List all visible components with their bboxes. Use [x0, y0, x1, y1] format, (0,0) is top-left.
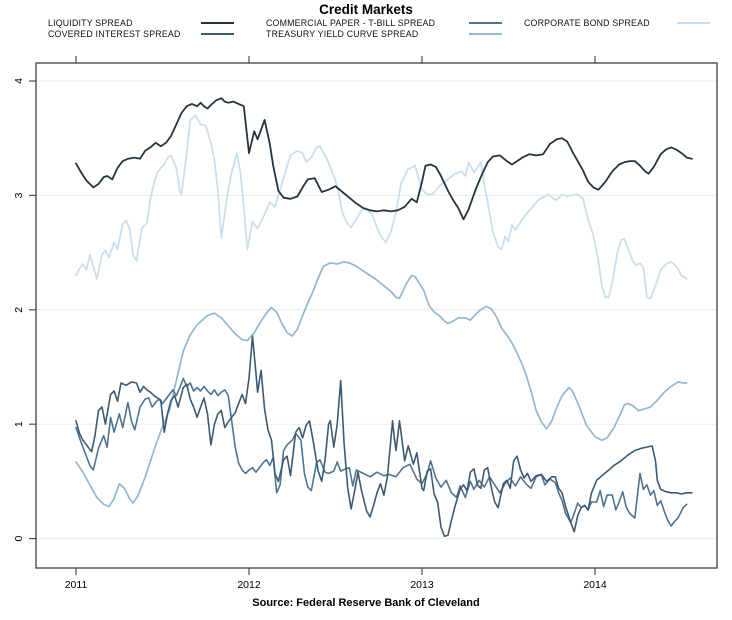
x-tick-label-2013: 2013	[410, 579, 434, 591]
chart-title: Credit Markets	[319, 2, 413, 17]
legend-swatch-corporate	[677, 22, 710, 24]
x-tick-label-2014: 2014	[583, 579, 607, 591]
y-tick-label-0: 0	[13, 536, 25, 542]
legend-swatch-commercial	[469, 22, 502, 24]
x-tick-label-2012: 2012	[237, 579, 261, 591]
series-line-commercial-paper-t-bill-spread	[75, 377, 688, 527]
y-tick-label-4: 4	[13, 78, 25, 84]
plot-border	[35, 62, 718, 569]
series-line-covered-interest-spread	[75, 335, 693, 538]
legend-label-treasury: TREASURY YIELD CURVE SPREAD	[266, 29, 419, 39]
series-line-liquidity-spread	[75, 97, 693, 221]
series-line-corporate-bond-spread	[75, 114, 688, 300]
x-tick-label-2011: 2011	[65, 579, 88, 591]
source-caption: Source: Federal Reserve Bank of Clevelan…	[252, 597, 480, 609]
y-tick-label-2: 2	[13, 307, 25, 313]
series-line-treasury-yield-curve-spread	[75, 260, 688, 508]
legend-label-corporate: CORPORATE BOND SPREAD	[524, 18, 650, 28]
legend-swatch-covered	[201, 33, 234, 35]
legend-label-covered: COVERED INTEREST SPREAD	[48, 29, 181, 39]
legend-swatch-treasury	[469, 33, 502, 35]
legend-label-commercial: COMMERCIAL PAPER - T-BILL SPREAD	[266, 18, 436, 28]
legend-swatch-liquidity	[201, 22, 234, 24]
legend-label-liquidity: LIQUIDITY SPREAD	[48, 18, 133, 28]
y-tick-label-1: 1	[13, 421, 25, 427]
chart-legend: LIQUIDITY SPREAD COVERED INTEREST SPREAD C…	[0, 0, 732, 46]
y-tick-label-3: 3	[13, 192, 25, 198]
